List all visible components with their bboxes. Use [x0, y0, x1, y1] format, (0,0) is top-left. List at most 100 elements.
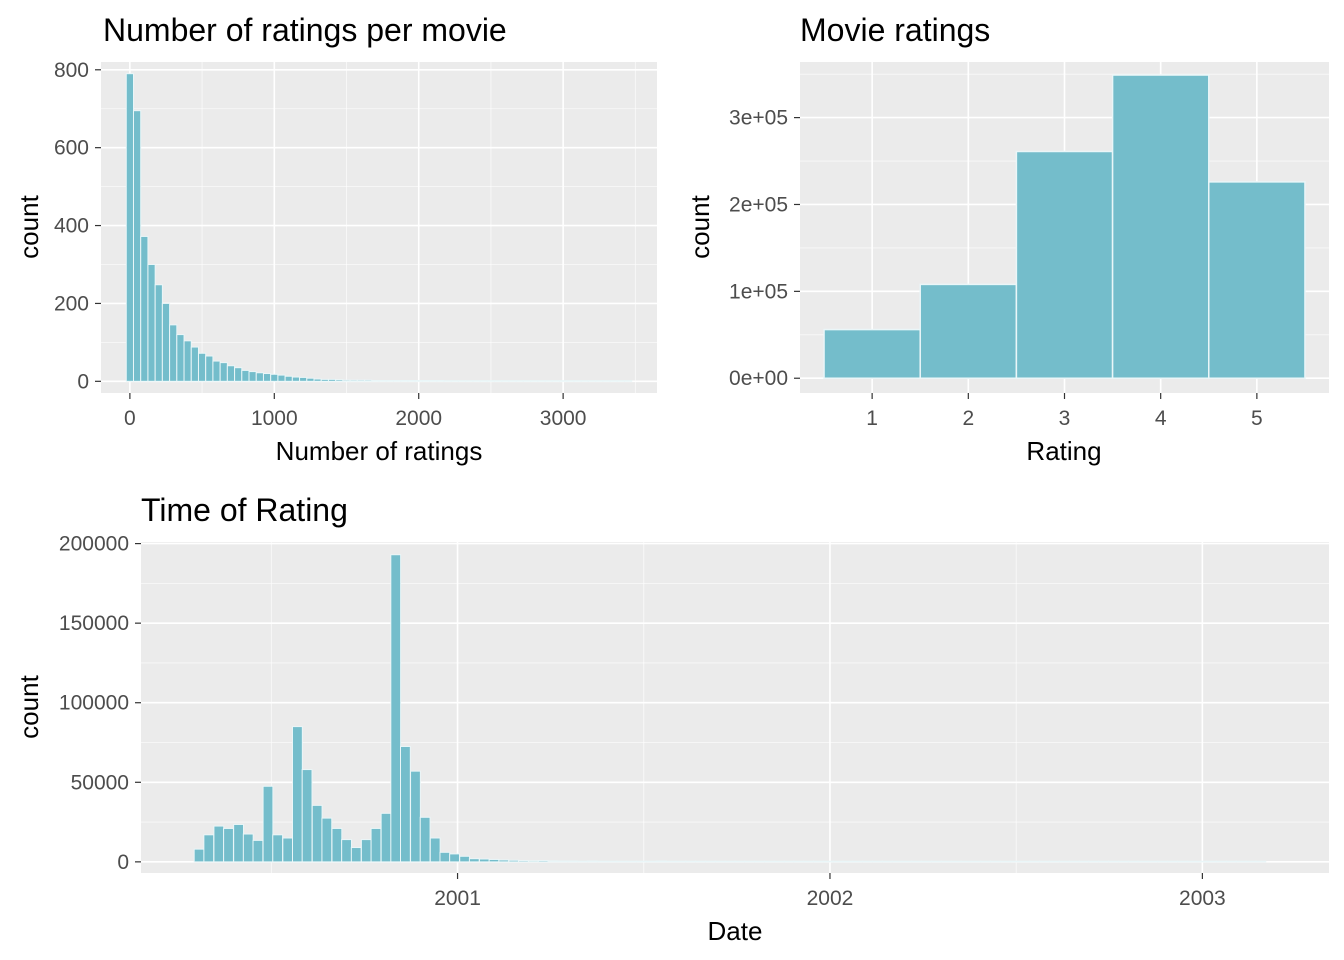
histogram-bar: [421, 380, 431, 382]
histogram-bar: [320, 378, 329, 382]
histogram-bar: [551, 380, 561, 382]
histogram-bar: [587, 380, 597, 382]
histogram-bar: [530, 380, 539, 382]
x-tick-label: 3000: [540, 407, 587, 430]
histogram-bar: [414, 380, 423, 382]
histogram-bar: [169, 324, 178, 382]
y-tick-label: 200000: [59, 533, 129, 556]
histogram-bar: [212, 360, 221, 382]
histogram-bar: [559, 380, 568, 382]
histogram-bar: [378, 380, 387, 382]
histogram-bar: [842, 860, 854, 863]
histogram-bar: [655, 860, 667, 863]
histogram-bar: [694, 860, 706, 863]
histogram-bar: [685, 860, 697, 863]
histogram-bar: [567, 860, 579, 863]
histogram-bar: [823, 860, 834, 863]
histogram-bar: [515, 380, 524, 382]
histogram-bar: [331, 827, 343, 863]
histogram-bar: [284, 375, 293, 382]
histogram-bar: [862, 860, 873, 863]
histogram-bar: [335, 379, 344, 382]
histogram-bar: [1137, 860, 1149, 863]
histogram-bar: [1127, 860, 1139, 863]
histogram-bar: [233, 823, 244, 863]
histogram-bar: [793, 860, 805, 863]
histogram-bar: [960, 860, 972, 863]
histogram-bar: [234, 367, 243, 382]
histogram-bar: [1078, 860, 1090, 863]
histogram-bar: [705, 860, 716, 863]
bars: [193, 554, 1267, 863]
histogram-bar: [327, 378, 337, 382]
histogram-bar: [436, 380, 445, 382]
histogram-bar: [940, 860, 952, 863]
histogram-bar: [586, 860, 598, 863]
histogram-bar: [479, 380, 488, 382]
histogram-bar: [832, 860, 844, 863]
x-tick-label: 5: [1251, 407, 1263, 430]
histogram-bar: [429, 837, 441, 863]
y-axis-title: count: [685, 194, 715, 258]
x-tick-labels: 2001 2002 2003: [434, 887, 1226, 910]
histogram-bar: [609, 380, 618, 382]
histogram-bar: [457, 380, 467, 382]
x-tick-labels: 0 1000 2000 3000: [124, 407, 586, 430]
histogram-bar: [577, 860, 589, 863]
histogram-bar: [241, 369, 250, 382]
histogram-bar: [410, 770, 421, 863]
histogram-bar: [645, 860, 657, 863]
histogram-bar: [472, 380, 481, 382]
histogram-bar: [364, 379, 373, 382]
histogram-bar: [450, 380, 459, 382]
histogram-bar: [528, 860, 539, 863]
x-tick-label: 1: [866, 407, 878, 430]
histogram-bar: [1157, 860, 1168, 863]
histogram-bar: [754, 860, 765, 863]
histogram-bar: [989, 860, 1001, 863]
histogram-bar: [891, 860, 903, 863]
histogram-bar: [566, 380, 575, 382]
bars: [125, 73, 633, 382]
x-tick-label: 2003: [1179, 887, 1226, 910]
histogram-bar: [921, 860, 933, 863]
histogram-bar: [248, 371, 257, 382]
histogram-bar: [299, 376, 308, 382]
histogram-bar: [714, 860, 726, 863]
bar-rating-2: [919, 283, 1018, 379]
histogram-bar: [429, 380, 438, 382]
histogram-bar: [459, 855, 471, 863]
x-tick-label: 2001: [434, 887, 481, 910]
histogram-bar: [197, 352, 207, 382]
histogram-bar: [380, 812, 392, 863]
chart-time-of-rating: 2001 2002 2003 0 50000 100000 150000 200000 Ti…: [14, 492, 1329, 946]
histogram-bar: [291, 376, 301, 382]
histogram-bar: [595, 380, 604, 382]
minor-grid: [141, 542, 1329, 873]
chart-title: Movie ratings: [800, 12, 990, 48]
histogram-bar: [242, 833, 254, 863]
histogram-bar: [400, 380, 409, 382]
chart-ratings-per-movie: 0 1000 2000 3000 0 200 400 600 800 Number of ra…: [14, 12, 657, 466]
histogram-bar: [537, 380, 546, 382]
histogram-bar: [203, 834, 215, 863]
axis-ticks: [794, 117, 1258, 399]
histogram-bar: [508, 859, 520, 863]
histogram-bar: [872, 860, 884, 863]
histogram-bar: [313, 378, 322, 382]
histogram-bar: [226, 365, 236, 382]
histogram-bar: [675, 860, 687, 863]
histogram-bar: [1039, 860, 1050, 863]
histogram-bar: [161, 302, 171, 382]
histogram-bar: [547, 860, 559, 863]
histogram-bar: [537, 860, 549, 863]
histogram-bar: [370, 827, 382, 863]
y-tick-label: 100000: [59, 692, 129, 715]
histogram-bar: [1235, 860, 1247, 863]
histogram-bar: [488, 858, 500, 863]
histogram-bar: [665, 860, 677, 863]
histogram-bar: [301, 769, 313, 863]
histogram-bar: [616, 380, 626, 382]
histogram-bar: [449, 853, 460, 863]
histogram-bar: [385, 380, 394, 382]
